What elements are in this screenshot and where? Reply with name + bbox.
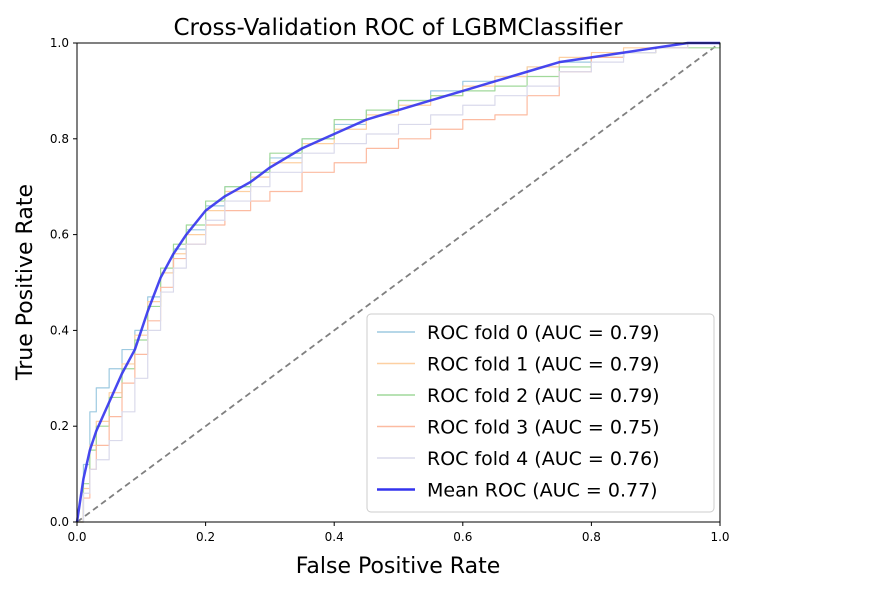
mean-roc-line xyxy=(75,41,720,523)
chance-line xyxy=(76,42,721,523)
y-tick-label: 0.2 xyxy=(50,419,69,433)
legend-entry-label: ROC fold 4 (AUC = 0.76) xyxy=(427,448,660,470)
y-tick-label: 1.0 xyxy=(50,36,69,50)
plot-frame xyxy=(76,42,721,523)
series-layer xyxy=(75,41,721,523)
legend-entry-label: ROC fold 2 (AUC = 0.79) xyxy=(427,385,660,407)
chart-title: Cross-Validation ROC of LGBMClassifier xyxy=(173,15,623,41)
x-tick-label: 0.2 xyxy=(196,530,215,544)
x-tick-label: 1.0 xyxy=(710,530,729,544)
legend-entry-label: ROC fold 0 (AUC = 0.79) xyxy=(427,322,660,344)
y-axis-label: True Positive Rate xyxy=(13,184,38,381)
x-tick-label: 0.8 xyxy=(582,530,601,544)
y-tick-label: 0.0 xyxy=(50,515,69,529)
y-tick-label: 0.6 xyxy=(50,228,69,242)
roc-fold-4-line xyxy=(77,42,720,523)
ticks-layer: 0.0 0.2 0.4 0.6 0.8 1.0 0.0 0.2 0.4 0.6 0.8 1.0 xyxy=(50,36,730,544)
x-axis-label: False Positive Rate xyxy=(296,554,500,579)
y-tick-label: 0.8 xyxy=(50,132,69,146)
legend: ROC fold 0 (AUC = 0.79) ROC fold 1 (AUC =… xyxy=(366,313,715,513)
legend-entry-label: Mean ROC (AUC = 0.77) xyxy=(427,480,658,502)
x-tick-label: 0.4 xyxy=(325,530,344,544)
legend-entry-label: ROC fold 3 (AUC = 0.75) xyxy=(427,417,660,439)
x-tick-label: 0.6 xyxy=(453,530,472,544)
y-tick-label: 0.4 xyxy=(50,323,69,337)
legend-entry-label: ROC fold 1 (AUC = 0.79) xyxy=(427,354,660,376)
legend-box xyxy=(366,313,715,513)
x-tick-label: 0.0 xyxy=(67,530,86,544)
